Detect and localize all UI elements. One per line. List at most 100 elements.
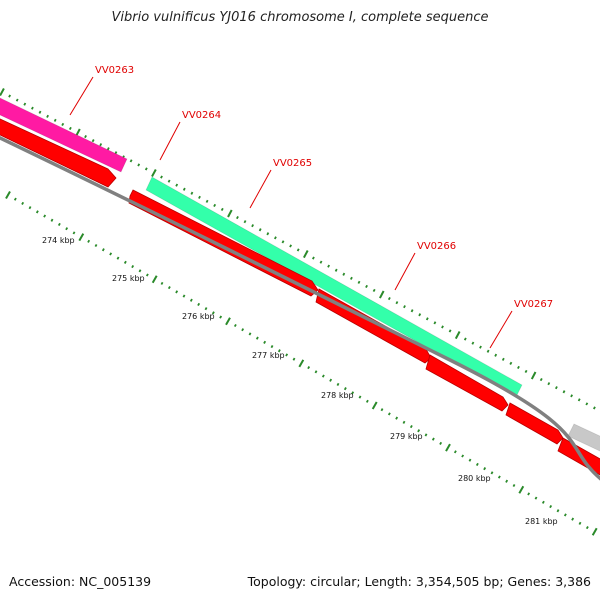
inner-minor-tick — [490, 471, 494, 475]
inner-minor-tick — [13, 197, 17, 201]
inner-minor-tick — [424, 433, 428, 437]
outer-minor-tick — [144, 167, 148, 171]
gene-label-vv0265[interactable]: VV0265 — [273, 158, 312, 169]
inner-major-tick — [151, 275, 158, 284]
inner-minor-tick — [483, 467, 487, 471]
callout-vv0264 — [159, 121, 181, 161]
scale-label-276: 276 kbp — [182, 312, 215, 321]
inner-minor-tick — [277, 349, 281, 353]
outer-minor-tick — [319, 260, 323, 264]
outer-minor-tick — [555, 386, 558, 390]
gene-labels: VV0263 VV0264 VV0265 VV0266 VV0267 — [69, 65, 553, 349]
outer-minor-tick — [251, 224, 254, 228]
outer-minor-tick — [106, 147, 110, 151]
scale-labels: 274 kbp 275 kbp 276 kbp 277 kbp 278 kbp … — [42, 236, 558, 526]
gene-label-vv0264[interactable]: VV0264 — [182, 110, 221, 121]
inner-minor-tick — [233, 323, 237, 328]
outer-minor-tick — [387, 296, 391, 301]
inner-minor-tick — [248, 332, 252, 336]
inner-minor-tick — [263, 340, 267, 344]
scale-label-281: 281 kbp — [525, 517, 558, 526]
inner-minor-tick — [563, 513, 567, 517]
gene-label-vv0263[interactable]: VV0263 — [95, 65, 134, 76]
inner-minor-tick — [189, 298, 193, 302]
outer-minor-tick — [585, 402, 589, 406]
inner-major-tick — [445, 443, 451, 452]
outer-minor-tick — [175, 183, 179, 187]
outer-minor-tick — [160, 175, 163, 179]
scale-label-275: 275 kbp — [112, 274, 145, 283]
outer-minor-tick — [486, 349, 490, 353]
inner-minor-tick — [453, 450, 457, 454]
feature-vv0265-green[interactable] — [145, 176, 523, 398]
inner-minor-tick — [307, 366, 311, 370]
feature-track-inner — [0, 118, 600, 476]
outer-minor-tick — [577, 398, 581, 402]
outer-minor-tick — [220, 207, 224, 212]
scale-label-274: 274 kbp — [42, 236, 75, 245]
callout-vv0263 — [69, 76, 94, 116]
outer-minor-tick — [517, 365, 520, 370]
inner-minor-tick — [365, 399, 369, 403]
outer-minor-tick — [501, 357, 505, 361]
outer-minor-tick — [167, 179, 171, 183]
cds-arrow-vv0263[interactable] — [0, 118, 117, 188]
inner-minor-tick — [123, 260, 127, 264]
inner-minor-tick — [387, 412, 391, 416]
inner-minor-tick — [175, 290, 179, 294]
outer-minor-tick — [350, 276, 353, 280]
outer-minor-tick — [418, 313, 422, 317]
outer-minor-tick — [327, 264, 330, 268]
cds-arrow-vv0266[interactable] — [425, 354, 509, 412]
outer-minor-tick — [46, 114, 49, 118]
inner-minor-tick — [549, 504, 553, 509]
outer-minor-tick — [547, 382, 551, 386]
inner-major-tick — [225, 317, 231, 326]
outer-minor-tick — [479, 345, 482, 349]
outer-minor-tick — [266, 232, 270, 236]
inner-minor-tick — [461, 454, 465, 458]
inner-minor-tick — [409, 424, 413, 429]
inner-minor-tick — [571, 517, 575, 521]
inner-minor-tick — [505, 479, 509, 483]
inner-minor-tick — [321, 374, 325, 378]
feature-vv0263-magenta[interactable] — [0, 97, 128, 173]
gene-label-vv0266[interactable]: VV0266 — [417, 241, 456, 252]
outer-minor-tick — [31, 106, 34, 110]
outer-minor-tick — [372, 288, 376, 293]
inner-minor-tick — [160, 281, 164, 285]
inner-major-tick — [78, 233, 85, 242]
cds-arrow-vv0267[interactable] — [505, 402, 564, 445]
inner-minor-tick — [204, 307, 208, 311]
backbone-line — [0, 136, 600, 481]
outer-minor-tick — [84, 134, 87, 139]
inner-minor-tick — [541, 500, 545, 504]
inner-minor-tick — [138, 269, 142, 273]
inner-minor-tick — [50, 218, 54, 222]
inner-minor-tick — [101, 248, 105, 252]
feature-unnamed-grey[interactable] — [567, 423, 600, 452]
outer-minor-tick — [357, 280, 361, 284]
outer-minor-tick — [441, 325, 444, 329]
outer-minor-tick — [395, 301, 399, 305]
inner-minor-tick — [43, 214, 47, 218]
gene-label-vv0267[interactable]: VV0267 — [514, 299, 553, 310]
outer-major-tick — [151, 169, 157, 177]
outer-minor-tick — [68, 126, 72, 131]
outer-minor-tick — [425, 317, 429, 321]
inner-minor-tick — [336, 382, 340, 387]
inner-minor-tick — [358, 395, 362, 399]
outer-minor-tick — [281, 240, 285, 244]
inner-minor-tick — [343, 387, 347, 391]
inner-minor-tick — [395, 416, 399, 420]
inner-minor-tick — [402, 420, 406, 424]
outer-minor-tick — [509, 361, 513, 365]
inner-minor-tick — [182, 294, 186, 298]
inner-minor-tick — [65, 227, 69, 231]
inner-major-tick — [518, 485, 525, 494]
outer-minor-tick — [205, 199, 209, 203]
map-title: Vibrio vulnificus YJ016 chromosome I, co… — [111, 10, 489, 25]
callout-vv0266 — [394, 252, 416, 291]
outer-minor-tick — [463, 337, 467, 341]
callout-vv0267 — [489, 310, 513, 349]
